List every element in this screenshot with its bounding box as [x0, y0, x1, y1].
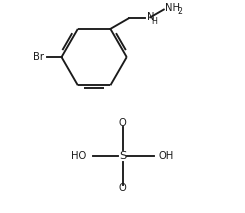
Text: O: O	[119, 183, 126, 193]
Text: Br: Br	[33, 52, 44, 62]
Text: HO: HO	[71, 151, 86, 161]
Text: N: N	[147, 12, 154, 22]
Text: S: S	[119, 151, 126, 161]
Text: OH: OH	[159, 151, 174, 161]
Text: NH: NH	[165, 3, 180, 13]
Text: H: H	[151, 17, 157, 26]
Text: 2: 2	[177, 7, 182, 16]
Text: O: O	[119, 118, 126, 128]
